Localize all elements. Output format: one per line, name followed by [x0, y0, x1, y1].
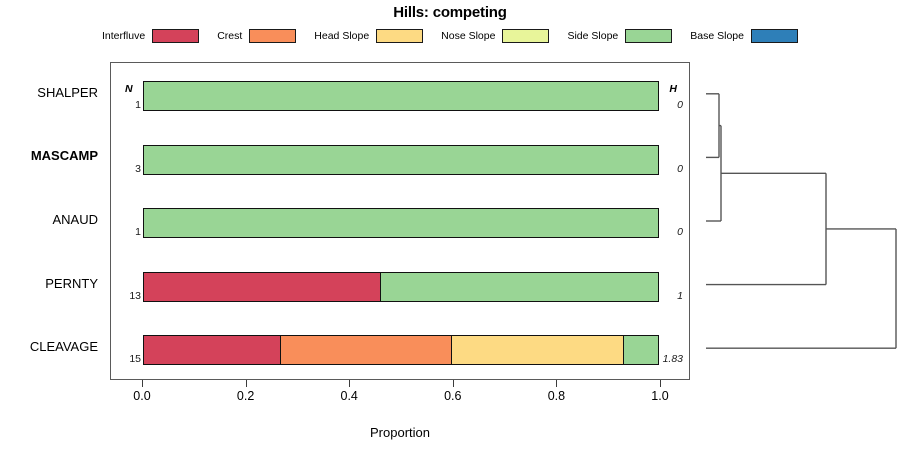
legend-color-swatch	[152, 29, 200, 43]
x-axis-title: Proportion	[370, 425, 430, 440]
y-axis-label: MASCAMP	[30, 148, 98, 164]
x-axis-tick-label: 0.6	[444, 389, 462, 403]
bar-row: 15 1.83	[111, 317, 689, 381]
dendrogram-svg	[706, 93, 897, 349]
row-h-value: 0	[677, 162, 683, 175]
legend: Interfluve Crest Head Slope Nose Slope Side …	[0, 26, 900, 46]
bar-track	[143, 271, 659, 302]
x-axis-tick-label: 0.4	[340, 389, 358, 403]
x-axis-tick	[556, 380, 558, 387]
x-axis: 0.0 0.2 0.4 0.6 0.8 1.0	[110, 380, 690, 420]
plot-panel: N H 1 0 3 0 1 0 13 1 15 1.83	[110, 62, 690, 380]
row-h-value: 0	[677, 226, 683, 239]
bar-segment[interactable]	[144, 82, 658, 110]
bar-track	[143, 81, 659, 111]
bar-segment[interactable]	[281, 336, 453, 365]
y-axis-label: CLEAVAGE	[29, 339, 98, 355]
bar-track	[143, 335, 659, 366]
x-axis-tick-label: 1.0	[651, 389, 669, 403]
stacked-bar[interactable]	[143, 81, 659, 111]
legend-color-swatch	[376, 29, 424, 43]
x-axis-tick	[452, 380, 454, 387]
legend-item: Nose Slope	[441, 29, 550, 43]
row-n-value: 1	[135, 99, 141, 111]
stacked-bar[interactable]	[143, 208, 659, 239]
legend-item-label: Nose Slope	[441, 30, 496, 42]
y-axis-label: ANAUD	[52, 212, 98, 227]
bar-segment[interactable]	[623, 336, 658, 365]
y-axis-label: PERNTY	[45, 275, 98, 291]
legend-item: Side Slope	[567, 29, 673, 43]
legend-item: Base Slope	[690, 29, 798, 43]
bar-rows: 1 0 3 0 1 0 13 1 15 1.83	[111, 63, 689, 379]
row-h-value: 1	[677, 289, 683, 302]
x-axis-tick-label: 0.8	[547, 389, 566, 403]
row-n-value: 3	[135, 162, 141, 175]
x-axis-tick	[349, 380, 351, 387]
row-h-value: 1.83	[662, 353, 683, 366]
bar-segment[interactable]	[381, 272, 658, 301]
legend-item-label: Interfluve	[102, 30, 146, 42]
legend-item-label: Head Slope	[314, 30, 370, 42]
bar-segment[interactable]	[144, 145, 658, 174]
legend-color-swatch	[750, 29, 798, 43]
stacked-bar[interactable]	[143, 271, 659, 302]
bar-segment[interactable]	[144, 272, 382, 301]
bar-segment[interactable]	[144, 209, 658, 238]
bar-segment[interactable]	[452, 336, 624, 365]
x-axis-tick	[660, 380, 661, 387]
legend-item: Interfluve	[102, 29, 200, 43]
column-header-n: N	[125, 83, 133, 95]
column-header-h: H	[669, 83, 677, 95]
x-axis-tick	[142, 380, 143, 387]
stacked-bar[interactable]	[143, 144, 659, 175]
legend-color-swatch	[625, 29, 673, 43]
bar-segment[interactable]	[144, 336, 282, 365]
stacked-bar[interactable]	[143, 335, 659, 366]
x-axis-tick	[245, 380, 247, 387]
bar-row: 13 1	[111, 254, 689, 318]
x-axis-tick-label: 0.0	[133, 389, 151, 403]
bar-track	[143, 144, 659, 175]
row-h-value: 0	[677, 99, 683, 111]
y-axis-labels: SHALPER MASCAMP ANAUD PERNTY CLEAVAGE	[0, 62, 106, 380]
legend-item-label: Side Slope	[567, 30, 619, 42]
row-n-value: 15	[129, 353, 141, 366]
legend-color-swatch	[249, 29, 297, 43]
legend-item-label: Crest	[217, 30, 243, 42]
legend-item: Crest	[217, 29, 297, 43]
y-axis-label: SHALPER	[37, 84, 98, 100]
bar-track	[143, 208, 659, 239]
legend-color-swatch	[502, 29, 550, 43]
row-n-value: 1	[135, 226, 141, 239]
legend-item: Head Slope	[314, 29, 424, 43]
legend-item-label: Base Slope	[690, 30, 744, 42]
dendrogram	[690, 62, 900, 380]
x-axis-tick-label: 0.2	[236, 389, 255, 403]
row-n-value: 13	[129, 289, 141, 302]
chart-title: Hills: competing	[393, 4, 507, 21]
